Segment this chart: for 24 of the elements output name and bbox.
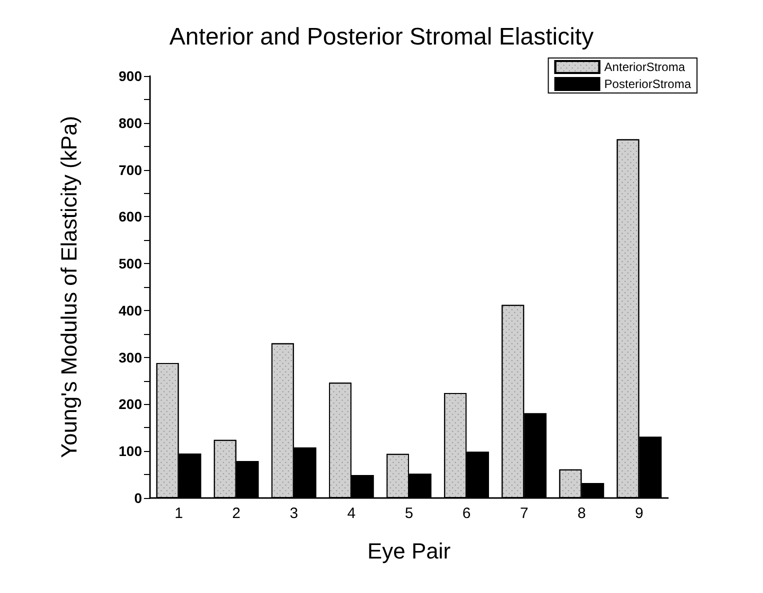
legend-label: PosteriorStroma — [604, 77, 692, 91]
legend-label: AnteriorStroma — [604, 60, 686, 74]
y-tick-label: 300 — [118, 349, 142, 366]
x-tick-label: 2 — [232, 505, 241, 522]
y-tick-label: 0 — [134, 490, 142, 506]
y-tick-label: 400 — [118, 302, 142, 318]
x-axis-title: Eye Pair — [367, 538, 451, 564]
x-tick-label: 3 — [290, 505, 298, 522]
x-tick-label: 7 — [520, 505, 528, 522]
x-tick-label: 5 — [404, 505, 414, 522]
x-tick-label: 8 — [577, 505, 586, 522]
x-tick-label: 1 — [174, 505, 183, 522]
x-tick-label: 4 — [347, 505, 356, 522]
y-tick-label: 800 — [118, 114, 142, 131]
x-tick-label: 9 — [635, 505, 644, 522]
chart-title: Anterior and Posterior Stromal Elasticity — [169, 24, 594, 50]
y-axis-title: Young's Modulus of Elasticity (kPa) — [56, 116, 82, 458]
x-tick-label: 6 — [462, 505, 471, 522]
y-tick-label: 200 — [118, 396, 142, 412]
y-tick-label: 600 — [118, 208, 142, 225]
y-tick-label: 500 — [118, 256, 142, 272]
y-tick-label: 700 — [118, 162, 142, 178]
y-tick-label: 900 — [118, 68, 142, 84]
y-tick-label: 100 — [118, 443, 142, 460]
